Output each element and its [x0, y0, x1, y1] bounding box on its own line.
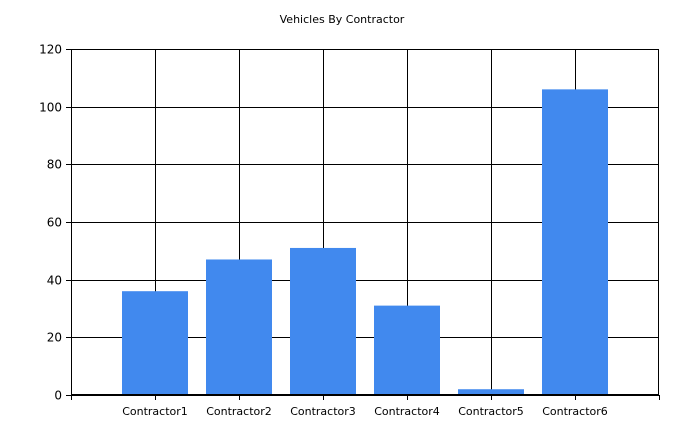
x-tick-label: Contractor4: [374, 405, 440, 418]
bar-contractor3: [290, 247, 356, 395]
bar-contractor2: [206, 259, 272, 395]
x-tick-label: Contractor2: [206, 405, 272, 418]
chart-title: Vehicles By Contractor: [279, 13, 405, 26]
bar-contractor4: [374, 305, 440, 395]
x-tick-label: Contractor1: [122, 405, 188, 418]
y-tick-label: 40: [47, 274, 62, 288]
x-tick-label: Contractor6: [542, 405, 608, 418]
x-tick-label: Contractor5: [458, 405, 524, 418]
axis-layer: [66, 49, 660, 400]
y-tick-label: 60: [47, 216, 62, 230]
y-tick-label: 120: [39, 43, 62, 57]
bar-contractor5: [458, 389, 524, 395]
plot-border: [71, 49, 659, 395]
x-tick-labels: Contractor1 Contractor2 Contractor3 Contrac…: [122, 405, 608, 418]
y-tick-label: 80: [47, 158, 62, 172]
bar-contractor6: [542, 89, 608, 395]
x-tick-label: Contractor3: [290, 405, 356, 418]
y-tick-label: 0: [54, 389, 62, 403]
y-tick-label: 100: [39, 101, 62, 115]
bar-layer: [122, 89, 608, 395]
y-tick-label: 20: [47, 331, 62, 345]
bar-contractor1: [122, 291, 188, 395]
y-tick-labels: 0 20 40 60 80 100 120: [39, 43, 62, 403]
